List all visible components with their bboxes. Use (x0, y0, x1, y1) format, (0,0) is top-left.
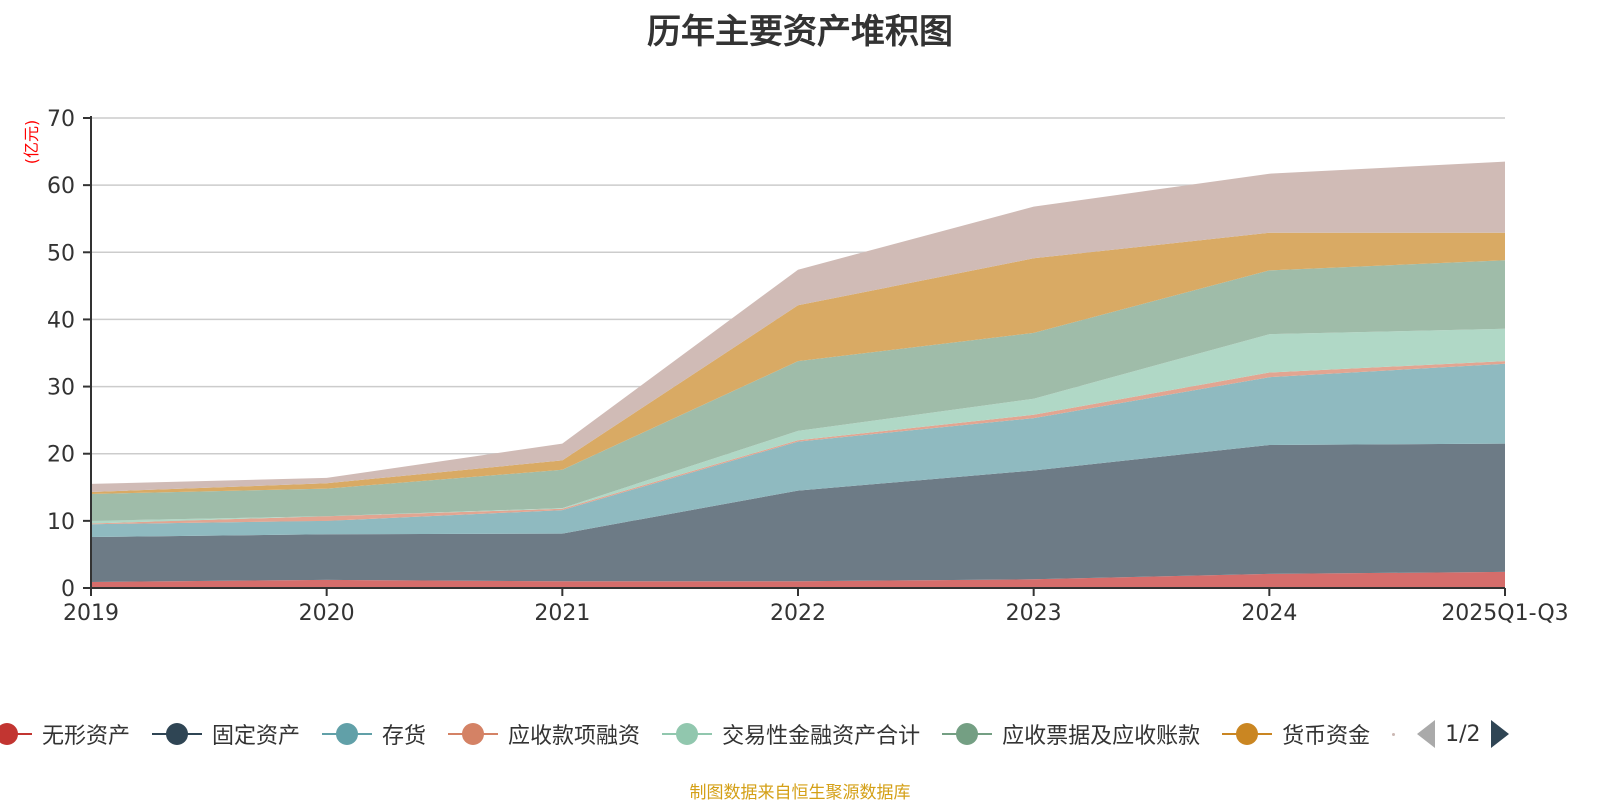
area-series-6[interactable] (91, 232, 1505, 495)
x-tick-label: 2025Q1-Q3 (1441, 601, 1568, 626)
legend-item[interactable]: 存货 (322, 718, 426, 750)
y-tick-label: 70 (47, 107, 75, 132)
x-tick-label: 2021 (534, 601, 590, 626)
y-tick-label: 60 (47, 174, 75, 199)
area-series-5[interactable] (91, 260, 1505, 521)
legend-label: 应收款项融资 (508, 724, 641, 749)
data-source-note: 制图数据来自恒生聚源数据库 (689, 783, 911, 803)
y-tick-label: 0 (61, 577, 75, 602)
area-series-4[interactable] (91, 328, 1505, 524)
area-series-1[interactable] (91, 443, 1505, 582)
legend-label: 无形资产 (42, 724, 131, 749)
axes: 0 10 20 30 40 50 60 70 2019 2020 2021 2022 2023 2024 2… (47, 107, 1569, 626)
area-series-group (91, 161, 1505, 588)
chart-title: 历年主要资产堆积图 (647, 12, 953, 52)
legend-pager: 1/2 (1417, 720, 1509, 748)
legend-label: 应收票据及应收账款 (1002, 724, 1201, 749)
x-tick-label: 2019 (63, 601, 119, 626)
legend-marker-icon (1222, 722, 1273, 746)
legend-marker-icon (152, 722, 203, 746)
area-series-0[interactable] (91, 571, 1505, 588)
legend-next-page-button[interactable] (1490, 720, 1509, 748)
legend-page-indicator: 1/2 (1445, 721, 1481, 747)
legend-label: 货币资金 (1282, 724, 1371, 749)
x-tick-label: 2020 (299, 601, 355, 626)
legend-marker-icon (942, 722, 993, 746)
y-tick-label: 40 (47, 308, 75, 333)
x-tick-label: 2022 (770, 601, 826, 626)
y-tick-label: 30 (47, 376, 75, 401)
legend-marker-icon (662, 722, 713, 746)
area-series-2[interactable] (91, 363, 1505, 537)
legend-item[interactable]: 交易性金融资产合计 (662, 718, 920, 750)
legend-marker-icon (448, 722, 499, 746)
legend-hidden-item-dot (1392, 732, 1396, 736)
legend-item[interactable]: 无形资产 (0, 718, 130, 750)
legend-item[interactable]: 应收款项融资 (448, 718, 640, 750)
legend-item[interactable]: 应收票据及应收账款 (942, 718, 1200, 750)
legend-prev-page-button[interactable] (1417, 720, 1436, 748)
legend-label: 交易性金融资产合计 (722, 724, 921, 749)
y-axis-unit-label: (亿元) (22, 120, 41, 165)
legend-marker-icon (322, 722, 373, 746)
area-series-7[interactable] (91, 161, 1505, 492)
legend: 无形资产 固定资产 存货 应收款项融资 交易性金融资产合计 应收票据及应收账款 货币资金 1… (0, 716, 1509, 752)
legend-marker-icon (0, 722, 32, 746)
x-tick-label: 2023 (1006, 601, 1062, 626)
y-tick-label: 50 (47, 241, 75, 266)
y-tick-label: 20 (47, 443, 75, 468)
stacked-area-chart: 0 10 20 30 40 50 60 70 2019 2020 2021 2022 2023 2024 2… (22, 107, 1569, 626)
legend-label: 固定资产 (212, 724, 301, 749)
legend-label: 存货 (382, 724, 427, 749)
legend-item[interactable]: 固定资产 (152, 718, 300, 750)
y-tick-label: 10 (47, 510, 75, 535)
legend-item[interactable]: 货币资金 (1222, 718, 1370, 750)
x-tick-label: 2024 (1241, 601, 1297, 626)
